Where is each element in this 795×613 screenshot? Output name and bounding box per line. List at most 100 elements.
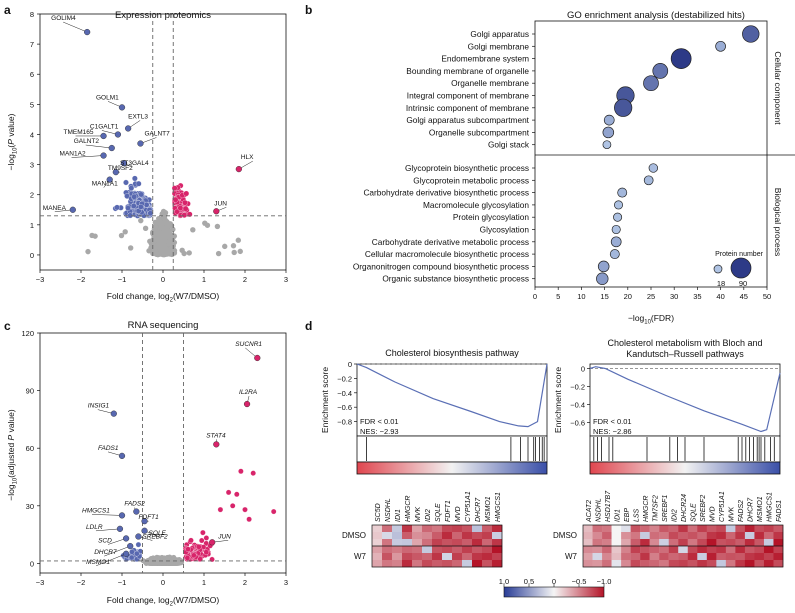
labeled-point	[112, 169, 119, 176]
heatmap-cell	[592, 539, 603, 547]
panel-a-ylabel-part: −log	[6, 154, 16, 171]
go-term-label: Organic substance biosynthetic process	[382, 274, 529, 284]
heatmap-cell	[706, 539, 717, 547]
heatmap-cell	[432, 546, 443, 554]
heatmap-gene-label: MVD	[455, 506, 462, 522]
barcode-frame	[356, 435, 548, 463]
heatmap-cell	[382, 532, 393, 540]
heatmap-cell	[706, 560, 717, 568]
go-term-label: Macromolecule glycosylation	[423, 200, 529, 210]
heatmap-cell	[716, 553, 727, 561]
heatmap-gene-label: MSMO1	[757, 496, 764, 522]
heatmap-cell	[687, 553, 698, 561]
volcano-point	[181, 250, 187, 257]
panel-c-title: RNA sequencing	[128, 320, 199, 331]
heatmap-cell	[462, 546, 473, 554]
volcano-point	[131, 193, 138, 200]
heatmap-cell	[640, 560, 650, 568]
panel-a-title: Expression proteomics	[115, 10, 211, 21]
heatmap-gene-label: SQLE	[691, 503, 698, 522]
volcano-point	[177, 205, 184, 211]
volcano-point	[129, 549, 135, 555]
go-bubble	[742, 25, 760, 43]
volcano-point	[203, 549, 210, 555]
panel-b-plot: Golgi apparatus Golgi membrane Endomembran…	[353, 20, 795, 290]
heatmap-cell	[697, 532, 708, 540]
panel-c-ylabel-part: (adjusted	[6, 440, 16, 477]
panel-a-xlabel-part: (W7/DMSO)	[173, 291, 219, 301]
gene-label: TMEM165	[64, 129, 94, 136]
heatmap-cell	[602, 553, 612, 561]
heatmap-cell	[649, 532, 660, 540]
gene-label: GOLIM4	[51, 15, 76, 22]
heatmap-cell	[442, 560, 453, 568]
go-term-label: Golgi apparatus	[470, 29, 529, 39]
heatmap: ACAT2 NSDHL HSD17B7 IDI1 EBP LSS HMGCR TM7SF2 SR…	[582, 490, 784, 568]
heatmap-cell	[649, 525, 660, 533]
gene-label: MAN1A1	[92, 181, 118, 188]
labeled-point	[209, 539, 216, 546]
size-legend-title: Protein number	[715, 251, 764, 258]
heatmap-cell	[492, 553, 503, 561]
heatmap-gene-label: MVD	[710, 506, 717, 522]
leader-line	[96, 553, 127, 567]
heatmap-gene-label: IDI2	[425, 509, 432, 522]
heatmap-cell	[668, 546, 679, 554]
nes-label: NES: −2.93	[360, 427, 399, 436]
gene-label: SUCNR1	[235, 341, 262, 348]
go-term-label: Carbohydrate derivative metabolic proces…	[372, 237, 529, 247]
go-bubble	[614, 98, 633, 117]
x-tick-label: 45	[740, 292, 748, 301]
enrichment-curve	[356, 363, 548, 428]
gene-label: MSMO1	[86, 559, 110, 566]
labeled-point	[254, 354, 261, 362]
heatmap-gene-label: MVK	[415, 507, 422, 523]
labeled-point	[84, 28, 91, 36]
heatmap-gene-label: EBP	[624, 508, 631, 522]
heatmap-cell	[372, 532, 383, 540]
labeled-point	[141, 527, 148, 534]
heatmap-gene-label: LSS	[633, 508, 640, 522]
leader-line	[108, 538, 127, 545]
heatmap-row-label: DMSO	[342, 531, 366, 540]
volcano-point	[127, 245, 134, 251]
x-tick-label: 0	[161, 578, 165, 587]
volcano-point	[234, 491, 240, 498]
volcano-point	[217, 506, 224, 513]
heatmap-cell	[668, 525, 679, 533]
volcano-point	[215, 250, 222, 257]
heatmap-cell	[482, 560, 493, 568]
go-term-label: Organonitrogen compound biosynthetic pro…	[353, 261, 529, 271]
heatmap-cell	[735, 553, 746, 561]
colorbar-tick-label: −0.5	[572, 577, 587, 586]
go-bubble	[643, 175, 654, 186]
heatmap-gene-label: DHCR24	[681, 494, 688, 522]
heatmap-row-label: W7	[354, 552, 367, 561]
panel-a-ylabel: −log10(P value)	[6, 113, 19, 170]
heatmap-cell	[422, 532, 433, 540]
heatmap-gene-label: DHCR7	[475, 497, 482, 522]
volcano-point	[128, 185, 135, 192]
heatmap-gene-label: IDI1	[395, 509, 402, 522]
go-bubble	[670, 48, 692, 69]
labeled-point	[235, 166, 242, 173]
heatmap-cell	[735, 532, 746, 540]
go-term-label: Golgi stack	[488, 140, 530, 150]
heatmap-gene-label: DHCR7	[748, 497, 755, 522]
volcano-point	[125, 205, 131, 211]
heatmap-cell	[392, 546, 403, 554]
volcano-point	[171, 185, 178, 192]
panel-label-b: b	[305, 3, 312, 17]
go-bubble	[602, 126, 615, 139]
volcano-point	[156, 215, 162, 222]
section-label-biological: Biological process	[773, 188, 783, 257]
heatmap-cell	[773, 546, 784, 554]
volcano-point	[197, 556, 203, 562]
x-tick-label: −2	[77, 578, 86, 587]
volcano-point	[183, 190, 190, 197]
y-tick-label: 0	[30, 559, 34, 568]
heatmap-cell	[392, 525, 403, 533]
heatmap-cell	[442, 532, 453, 540]
volcano-point	[152, 224, 158, 230]
x-tick-label: 15	[600, 292, 608, 301]
